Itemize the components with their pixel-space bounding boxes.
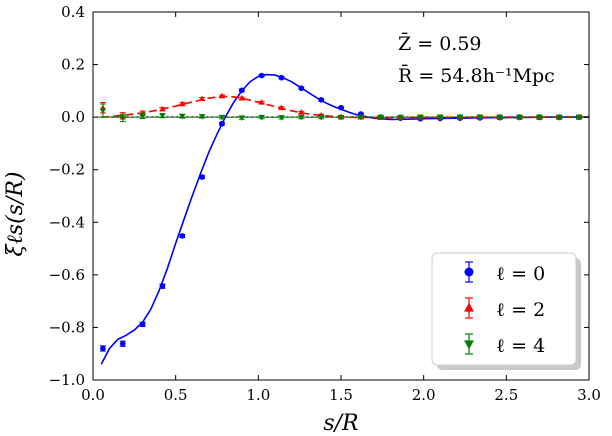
series-2-point [218, 114, 226, 121]
series-1-point [199, 95, 206, 101]
series-2-point [258, 114, 265, 121]
series-0-point [219, 120, 225, 127]
y-tick-label: 0.0 [61, 108, 85, 126]
series-2-point [298, 114, 305, 121]
series-0-point [119, 340, 126, 347]
x-tick-label: 2.0 [412, 386, 436, 404]
series-1-point [298, 109, 305, 115]
series-2-point [417, 114, 424, 121]
legend: ℓ = 0 ℓ = 2 ℓ = 4 [431, 252, 581, 370]
x-tick-label: 1.0 [246, 386, 270, 404]
x-tick-label: 2.5 [494, 386, 518, 404]
series-2-point [556, 114, 563, 121]
y-tick-label: −0.4 [49, 213, 85, 231]
series-2-point [476, 114, 483, 121]
series-2-point [99, 108, 106, 114]
series-2-point [397, 114, 404, 121]
series-1-point [278, 104, 285, 111]
series-2-point [119, 115, 126, 122]
legend-label-l2: ℓ = 2 [496, 299, 545, 321]
y-tick-label: −0.6 [49, 266, 85, 284]
x-tick-label: 0.0 [81, 386, 105, 404]
y-axis-label: ξℓs(s/R) [3, 171, 28, 256]
legend-marker-0 [464, 267, 474, 277]
series-0-point [179, 233, 186, 239]
x-tick-label: 1.5 [329, 386, 353, 404]
series-1-point [159, 105, 166, 112]
series-2-point [337, 115, 345, 121]
legend-box [431, 252, 577, 366]
series-2-point [199, 114, 206, 120]
x-tick-label: 0.5 [164, 386, 188, 404]
series-2-point [496, 114, 503, 121]
series-2-point [516, 114, 523, 121]
y-tick-label: −0.2 [49, 161, 85, 179]
series-0-point [159, 283, 166, 289]
series-2-point [238, 115, 245, 122]
series-2-point [179, 113, 186, 120]
series-0-point [278, 74, 285, 81]
y-tick-label: 0.4 [61, 3, 85, 21]
series-0-point [258, 72, 265, 79]
series-2-point [377, 114, 384, 121]
series-1-point [258, 99, 265, 105]
series-2-point [536, 114, 543, 121]
x-axis-label: s/R [323, 411, 358, 436]
y-tick-label: −0.8 [49, 318, 85, 336]
y-tick-label: 0.2 [61, 56, 85, 74]
legend-label-l0: ℓ = 0 [496, 263, 545, 285]
series-2-point [357, 114, 364, 121]
annotation-r-bar: R̄ = 54.8h⁻¹Mpc [398, 64, 555, 87]
series-0-point [239, 87, 245, 94]
series-0-point [318, 96, 324, 103]
legend-label-l4: ℓ = 4 [496, 335, 545, 357]
series-2-point [139, 113, 146, 120]
annotation-z-bar: Z̄ = 0.59 [398, 32, 482, 55]
series-0-point [139, 321, 146, 328]
y-tick-label: −1.0 [49, 371, 85, 389]
series-1-point [179, 100, 186, 107]
x-tick-label: 3.0 [577, 386, 601, 404]
series-1-fit-line [101, 95, 589, 119]
legend-marker-1 [464, 302, 474, 312]
series-0-point [338, 104, 344, 111]
series-1-point [238, 94, 245, 101]
series-2-point [576, 114, 583, 121]
series-0-point [298, 85, 305, 92]
series-1-point [218, 92, 226, 99]
series-2-point [437, 114, 444, 121]
series-2-point [456, 114, 464, 121]
series-2-point [318, 114, 325, 121]
series-0-point [199, 174, 205, 180]
series-0-point [100, 345, 106, 352]
series-0-fit-line [100, 73, 589, 365]
series-2-point [159, 113, 166, 119]
legend-marker-2 [464, 340, 474, 350]
series-2-point [278, 115, 285, 121]
